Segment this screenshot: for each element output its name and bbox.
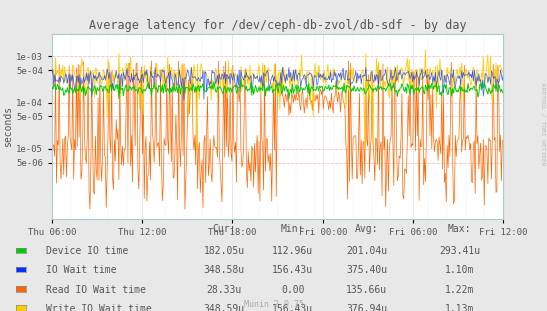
Text: 348.59u: 348.59u bbox=[203, 304, 245, 311]
Text: Cur:: Cur: bbox=[213, 224, 236, 234]
Title: Average latency for /dev/ceph-db-zvol/db-sdf - by day: Average latency for /dev/ceph-db-zvol/db… bbox=[89, 19, 467, 32]
Text: 1.13m: 1.13m bbox=[445, 304, 474, 311]
Text: 182.05u: 182.05u bbox=[203, 246, 245, 256]
Text: 0.00: 0.00 bbox=[281, 285, 304, 295]
Text: 293.41u: 293.41u bbox=[439, 246, 480, 256]
Text: Device IO time: Device IO time bbox=[46, 246, 129, 256]
Text: Munin 2.0.75: Munin 2.0.75 bbox=[243, 300, 304, 309]
Text: IO Wait time: IO Wait time bbox=[46, 265, 117, 275]
Text: 156.43u: 156.43u bbox=[272, 265, 313, 275]
Text: 376.94u: 376.94u bbox=[346, 304, 387, 311]
Text: 112.96u: 112.96u bbox=[272, 246, 313, 256]
Text: 28.33u: 28.33u bbox=[207, 285, 242, 295]
Text: RRDTOOL / TOBI OETIKER: RRDTOOL / TOBI OETIKER bbox=[541, 83, 546, 166]
Text: 348.58u: 348.58u bbox=[203, 265, 245, 275]
Text: Write IO Wait time: Write IO Wait time bbox=[46, 304, 152, 311]
Text: 1.10m: 1.10m bbox=[445, 265, 474, 275]
Text: 375.40u: 375.40u bbox=[346, 265, 387, 275]
Text: 135.66u: 135.66u bbox=[346, 285, 387, 295]
Text: 1.22m: 1.22m bbox=[445, 285, 474, 295]
Text: Min:: Min: bbox=[281, 224, 304, 234]
Text: Max:: Max: bbox=[448, 224, 471, 234]
Text: Read IO Wait time: Read IO Wait time bbox=[46, 285, 147, 295]
Text: Avg:: Avg: bbox=[355, 224, 378, 234]
Text: 201.04u: 201.04u bbox=[346, 246, 387, 256]
Y-axis label: seconds: seconds bbox=[3, 106, 13, 147]
Text: 156.43u: 156.43u bbox=[272, 304, 313, 311]
